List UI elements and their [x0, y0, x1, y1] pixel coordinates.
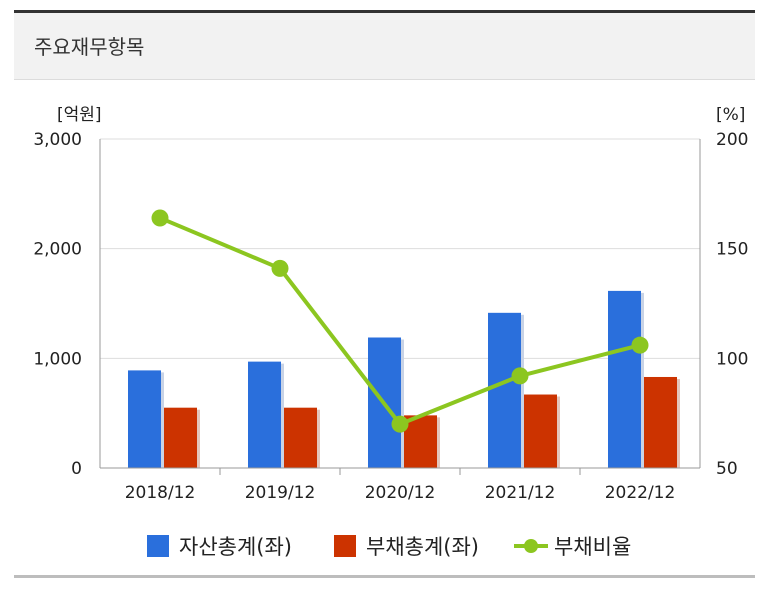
ratio-point: [511, 367, 529, 385]
right-tick-label: 150: [716, 240, 748, 260]
ratio-point: [151, 209, 169, 227]
chart-panel: 주요재무항목: [14, 10, 755, 578]
left-tick-label: 0: [71, 459, 82, 479]
right-axis-unit: [%]: [716, 105, 745, 125]
bottom-rule: [14, 575, 755, 578]
top-rule: [14, 10, 755, 13]
asset-bar: [488, 312, 521, 468]
liability-bar: [404, 415, 437, 468]
liability-bar: [284, 407, 317, 468]
ratio-point: [271, 259, 289, 277]
x-tick-label: 2021/12: [485, 483, 556, 503]
legend-item-liability[interactable]: 부채총계(좌): [334, 528, 479, 564]
ratio-point: [391, 415, 409, 433]
x-tick-label: 2020/12: [365, 483, 436, 503]
asset-swatch: [147, 535, 169, 557]
asset-bar: [128, 370, 161, 468]
legend-label-asset: 자산총계(좌): [179, 535, 292, 559]
left-tick-label: 3,000: [33, 130, 82, 150]
asset-bar: [248, 361, 281, 468]
legend-item-ratio[interactable]: 부채비율: [514, 528, 631, 564]
legend: 자산총계(좌) 부채총계(좌) 부채비율: [0, 528, 760, 564]
ratio-point: [631, 336, 649, 354]
left-tick-label: 1,000: [33, 349, 82, 369]
x-tick-label: 2018/12: [125, 483, 196, 503]
ratio-swatch: [514, 535, 548, 557]
liability-bar: [644, 376, 677, 468]
liability-swatch: [334, 535, 356, 557]
liability-bar: [524, 394, 557, 468]
right-tick-label: 200: [716, 130, 748, 150]
panel-header: 주요재무항목: [14, 13, 755, 80]
legend-label-ratio: 부채비율: [554, 535, 632, 559]
liability-bar: [164, 407, 197, 468]
left-axis-unit: [억원]: [57, 105, 102, 125]
right-tick-label: 50: [716, 459, 738, 479]
left-tick-label: 2,000: [33, 240, 82, 260]
legend-label-liability: 부채총계(좌): [366, 535, 479, 559]
panel-title: 주요재무항목: [34, 35, 145, 59]
legend-item-asset[interactable]: 자산총계(좌): [147, 528, 292, 564]
x-tick-label: 2019/12: [245, 483, 316, 503]
right-tick-label: 100: [716, 349, 748, 369]
asset-bar: [608, 290, 641, 468]
x-tick-label: 2022/12: [605, 483, 676, 503]
